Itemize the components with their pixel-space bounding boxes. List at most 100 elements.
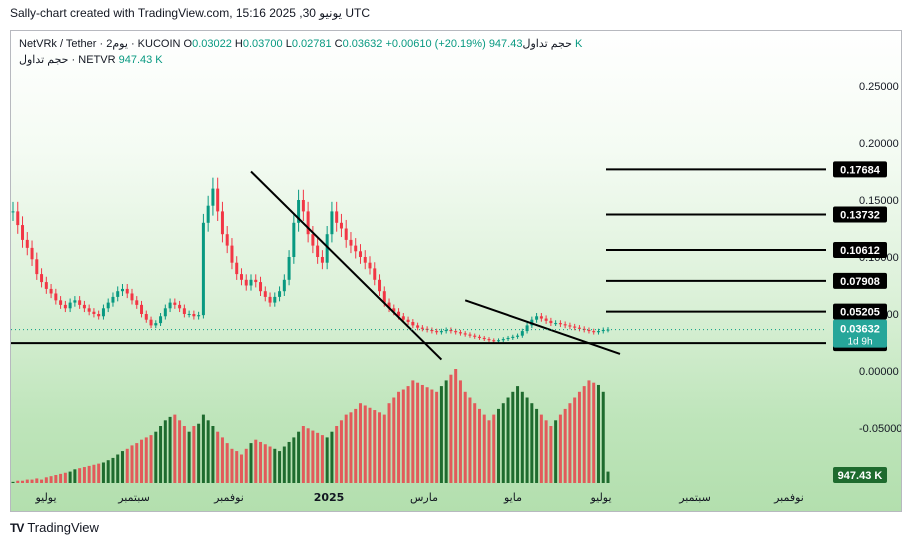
candle-body [411,321,415,326]
candle-body [406,319,410,322]
volume-bar [401,389,405,483]
volume-bar [111,457,115,483]
volume-bar [235,451,239,483]
volume-bar [78,468,82,483]
volume-bar [430,389,434,483]
candle-body [468,334,472,336]
low-value: 0.02781 [291,38,332,50]
volume-bar [225,443,229,483]
candle-body [435,331,439,333]
volume-bar [125,448,129,483]
volume-bar [163,420,167,483]
volume-bar [292,437,296,483]
volume-bar [130,445,134,483]
chart-frame[interactable]: 0.250000.200000.150000.100000.050000.000… [10,30,902,512]
open-label: O [183,38,193,50]
candle-body [68,302,72,309]
price-level-tag [833,272,887,289]
candle-body [54,293,58,301]
candle-body [492,340,496,342]
candle-body [587,329,591,332]
candle-body [216,188,220,212]
volume-value: 947.43 K [488,38,583,50]
volume-bar [349,412,353,483]
candle-body [382,291,386,303]
candle-body [144,314,148,320]
candle-body [254,279,258,283]
candle-body [263,291,267,297]
candle-body [444,329,448,332]
trendline-major [250,170,443,361]
candle-body [330,211,334,235]
price-level-tag [833,303,887,320]
volume-bar [144,437,148,483]
candle-body [544,318,548,321]
price-level-text: 0.13732 [840,209,880,221]
volume-bar [344,414,348,483]
candle-body [173,302,177,305]
candle-body [477,336,481,338]
candle-body [125,288,129,294]
symbol-legend[interactable]: NetVRk / Tether · يوم2 · KUCOIN O0.03022… [19,37,582,50]
volume-bar [201,414,205,483]
candle-body [573,326,577,328]
close-value: 0.03632 [342,38,383,50]
volume-bar [278,451,282,483]
x-tick-label: مايو [503,491,522,504]
volume-bar [516,386,520,483]
high-label: H [234,38,243,50]
candle-body [178,304,182,309]
volume-bar [382,414,386,483]
volume-line-label: حجم تداول · NETVR [19,54,116,66]
price-level-text: 0.10612 [840,245,880,257]
candle-body [582,328,586,330]
volume-bar [82,467,86,483]
x-tick-label: يوليو [34,491,56,504]
volume-bar [320,435,324,483]
candle-body [25,239,29,248]
x-tick-label: مارس [410,491,438,504]
volume-bar [254,439,258,483]
candle-body [135,300,139,305]
candle-body [482,337,486,340]
candle-body [159,316,163,324]
volume-bar [211,426,215,483]
candle-body [454,331,458,333]
y-tick-label: 0.00000 [859,366,899,378]
candle-body [592,331,596,333]
volume-label: حجم تداول [522,38,572,50]
candle-body [35,259,39,275]
volume-bar [63,472,67,483]
candle-body [163,308,167,317]
candle-body [92,311,96,314]
price-level-tag [833,161,887,178]
volume-bar [25,479,29,483]
tradingview-footer[interactable]: TV TradingView [10,520,99,535]
candle-body [501,339,505,341]
volume-bar [358,403,362,483]
volume-bar [306,428,310,483]
candle-body [563,324,567,326]
chart-header-title: Sally-chart created with TradingView.com… [10,6,370,20]
volume-bar [101,462,105,483]
price-level-text: 0.07908 [840,276,880,288]
symbol-name[interactable]: NetVRk / Tether · يوم2 · KUCOIN [19,38,181,50]
volume-bar [539,414,543,483]
candle-body [130,293,134,301]
volume-bar [54,475,58,483]
volume-bar [544,420,548,483]
volume-bar [373,410,377,483]
chart-svg[interactable]: 0.250000.200000.150000.100000.050000.000… [11,31,901,511]
candle-body [168,302,172,309]
candle-body [325,234,329,263]
volume-bar [220,437,224,483]
volume-bar [182,426,186,483]
volume-legend[interactable]: حجم تداول · NETVR 947.43 K [19,53,163,66]
candle-body [311,234,315,246]
volume-line-value: 947.43 K [118,54,163,66]
candle-body [301,200,305,212]
candle-body [73,300,77,303]
candle-body [154,323,158,326]
candle-body [601,329,605,332]
volume-bar [197,423,201,483]
